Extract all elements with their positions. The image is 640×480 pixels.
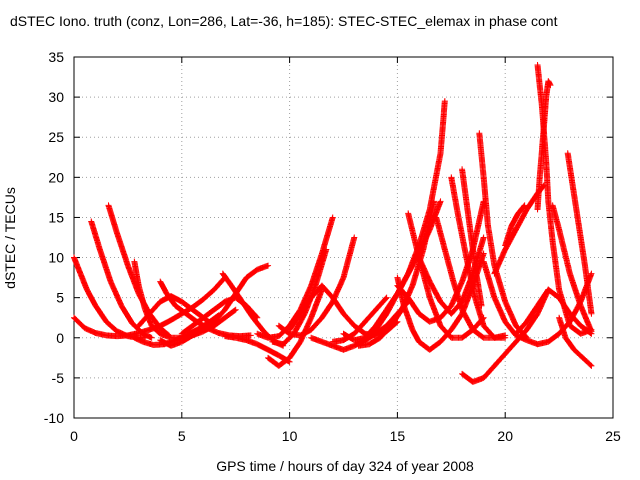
data-series [556,314,595,369]
y-tick-label: 30 [48,89,64,105]
data-series [448,174,509,341]
data-series [502,202,528,249]
data-series [534,78,554,213]
x-tick-label: 5 [178,428,186,444]
y-axis-label: dSTEC / TECUs [2,187,18,289]
y-tick-label: -10 [44,410,64,426]
y-tick-label: 15 [48,209,64,225]
plot-frame [73,56,614,419]
data-series [459,166,485,309]
data-series [415,234,487,317]
x-axis-label: GPS time / hours of day 324 of year 2008 [216,458,474,474]
chart-title: dSTEC Iono. truth (conz, Lon=286, Lat=-3… [10,13,558,29]
grid-lines [74,57,613,418]
data-track-markers [476,131,529,340]
data-track-markers [502,203,527,248]
data-track-markers [460,287,551,385]
y-tick-label: 0 [56,330,64,346]
data-series [275,234,358,339]
y-tick-label: 10 [48,250,64,266]
data-series [476,130,530,341]
data-track-markers [71,275,228,340]
data-track-markers [549,203,594,334]
y-tick-label: -5 [52,370,65,386]
x-tick-label: 15 [390,428,406,444]
data-track-markers [433,215,508,341]
data-track-markers [223,333,292,365]
data-series [88,218,155,341]
x-tick-label: 20 [497,428,513,444]
x-tick-label: 10 [282,428,298,444]
plot-area [71,62,595,385]
data-series [135,293,218,329]
data-series [221,333,293,365]
data-series [549,202,595,335]
y-tick-label: 5 [56,290,64,306]
data-series [564,150,595,317]
x-tick-label: 0 [70,428,78,444]
data-track-markers [534,79,553,212]
y-tick-label: 25 [48,129,64,145]
y-tick-label: 20 [48,169,64,185]
x-tick-label: 25 [605,428,621,444]
data-track-markers [88,219,154,341]
data-track-markers [564,151,595,316]
data-track-markers [276,235,357,339]
y-tick-label: 35 [48,49,64,65]
data-track-markers [459,167,485,308]
data-track-markers [448,175,507,341]
data-series [459,286,552,385]
axes: 0 5 10 15 20 25 -10 -5 0 5 10 15 20 25 30 35 [44,49,621,444]
data-track-markers [556,315,594,369]
